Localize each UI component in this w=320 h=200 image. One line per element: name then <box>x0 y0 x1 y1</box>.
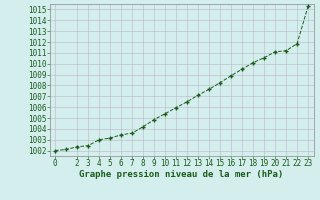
X-axis label: Graphe pression niveau de la mer (hPa): Graphe pression niveau de la mer (hPa) <box>79 170 284 179</box>
